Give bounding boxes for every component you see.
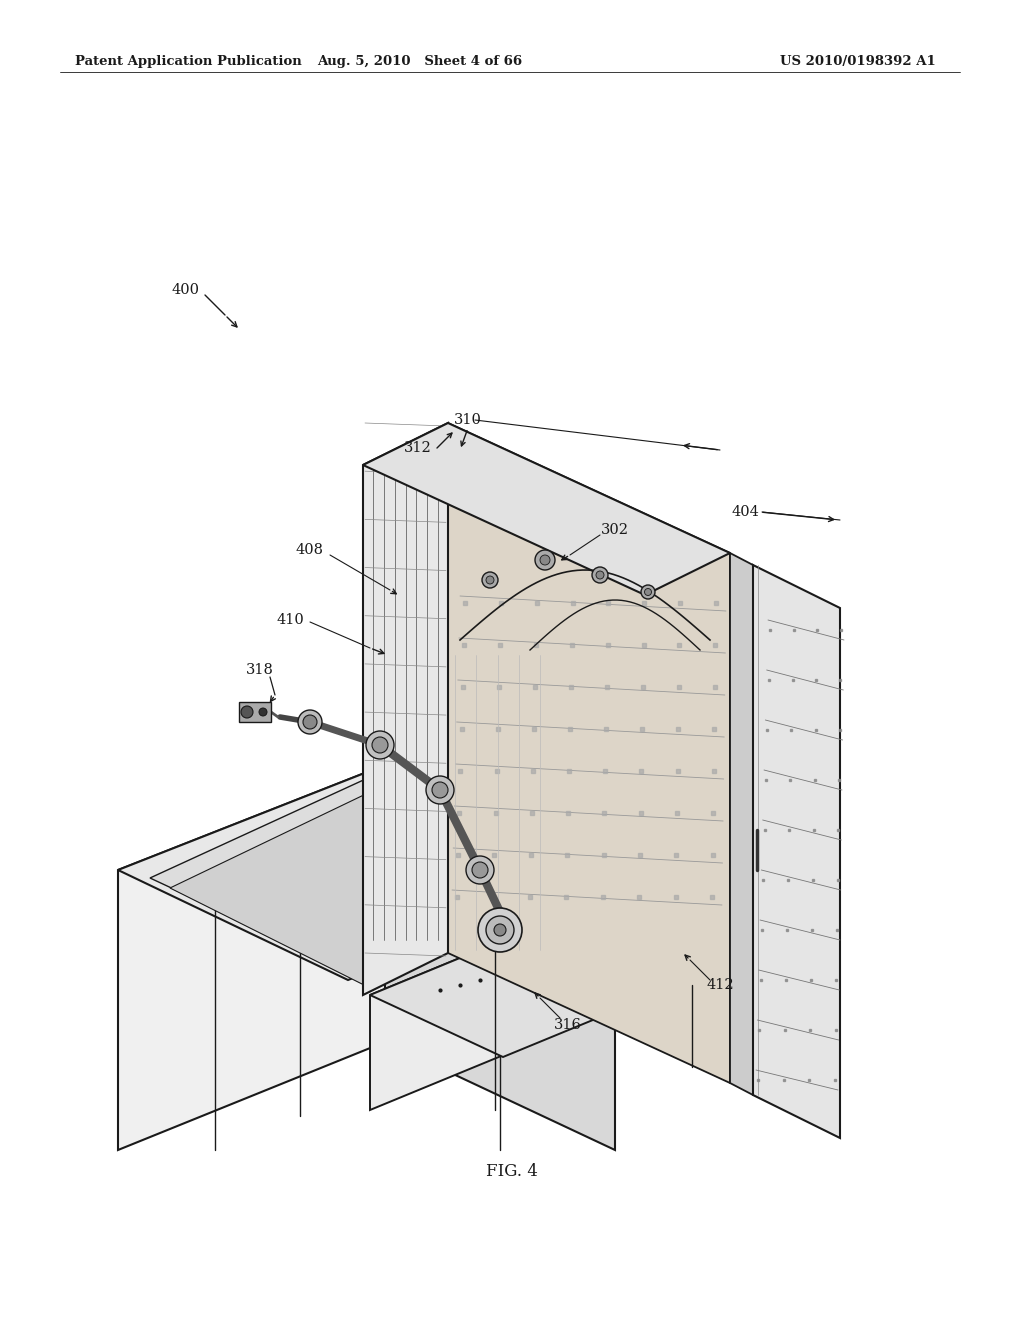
Polygon shape xyxy=(150,777,595,983)
Circle shape xyxy=(372,737,388,752)
Polygon shape xyxy=(362,422,730,595)
Circle shape xyxy=(486,916,514,944)
Bar xyxy=(239,702,271,722)
Polygon shape xyxy=(625,890,758,1067)
Polygon shape xyxy=(362,422,449,995)
Text: FIG. 4: FIG. 4 xyxy=(486,1163,538,1180)
Polygon shape xyxy=(730,553,753,1096)
Polygon shape xyxy=(385,766,615,1150)
Circle shape xyxy=(298,710,322,734)
Circle shape xyxy=(478,908,522,952)
Text: Aug. 5, 2010   Sheet 4 of 66: Aug. 5, 2010 Sheet 4 of 66 xyxy=(317,55,522,69)
Polygon shape xyxy=(449,422,730,1082)
Text: 310: 310 xyxy=(454,413,482,426)
Text: 316: 316 xyxy=(554,1018,582,1032)
Text: 404: 404 xyxy=(731,506,759,519)
Text: 400: 400 xyxy=(171,282,199,297)
Polygon shape xyxy=(118,766,385,1150)
Circle shape xyxy=(366,731,394,759)
Text: 408: 408 xyxy=(296,543,324,557)
Circle shape xyxy=(644,589,651,595)
Circle shape xyxy=(592,568,608,583)
Circle shape xyxy=(426,776,454,804)
Circle shape xyxy=(540,554,550,565)
Polygon shape xyxy=(370,890,625,1110)
Circle shape xyxy=(596,572,604,579)
Circle shape xyxy=(432,781,449,799)
Text: 312: 312 xyxy=(404,441,432,455)
Circle shape xyxy=(494,924,506,936)
Circle shape xyxy=(259,708,267,715)
Polygon shape xyxy=(118,766,615,979)
Circle shape xyxy=(486,576,494,583)
Text: US 2010/0198392 A1: US 2010/0198392 A1 xyxy=(780,55,936,69)
Polygon shape xyxy=(753,565,840,1138)
Text: 302: 302 xyxy=(601,523,629,537)
Polygon shape xyxy=(370,890,758,1057)
Text: 318: 318 xyxy=(246,663,274,677)
Circle shape xyxy=(535,550,555,570)
Text: 412: 412 xyxy=(707,978,734,993)
Circle shape xyxy=(241,706,253,718)
Polygon shape xyxy=(170,792,570,987)
Circle shape xyxy=(303,715,317,729)
Circle shape xyxy=(482,572,498,587)
Circle shape xyxy=(466,855,494,884)
Text: 410: 410 xyxy=(276,612,304,627)
Text: Patent Application Publication: Patent Application Publication xyxy=(75,55,302,69)
Circle shape xyxy=(472,862,488,878)
Circle shape xyxy=(641,585,655,599)
